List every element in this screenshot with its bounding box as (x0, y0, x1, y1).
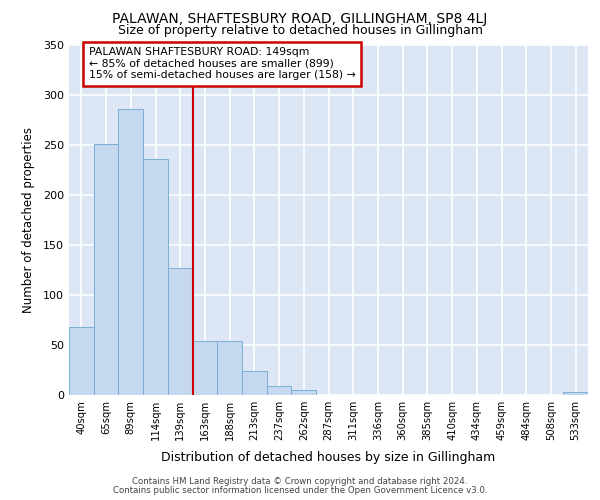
Y-axis label: Number of detached properties: Number of detached properties (22, 127, 35, 313)
Bar (242, 371, 267, 395)
Bar (118, 109, 143, 395)
Bar (69, 327, 94, 395)
Bar (217, 341, 242, 395)
X-axis label: Distribution of detached houses by size in Gillingham: Distribution of detached houses by size … (161, 452, 496, 464)
Bar (168, 268, 193, 395)
Bar (267, 386, 292, 395)
Bar (143, 159, 168, 395)
Text: PALAWAN SHAFTESBURY ROAD: 149sqm
← 85% of detached houses are smaller (899)
15% : PALAWAN SHAFTESBURY ROAD: 149sqm ← 85% o… (89, 47, 356, 80)
Bar (292, 390, 316, 395)
Text: Contains HM Land Registry data © Crown copyright and database right 2024.: Contains HM Land Registry data © Crown c… (132, 478, 468, 486)
Text: PALAWAN, SHAFTESBURY ROAD, GILLINGHAM, SP8 4LJ: PALAWAN, SHAFTESBURY ROAD, GILLINGHAM, S… (112, 12, 488, 26)
Text: Size of property relative to detached houses in Gillingham: Size of property relative to detached ho… (118, 24, 482, 37)
Text: Contains public sector information licensed under the Open Government Licence v3: Contains public sector information licen… (113, 486, 487, 495)
Bar (94, 144, 118, 395)
Bar (193, 341, 217, 395)
Bar (563, 392, 588, 395)
